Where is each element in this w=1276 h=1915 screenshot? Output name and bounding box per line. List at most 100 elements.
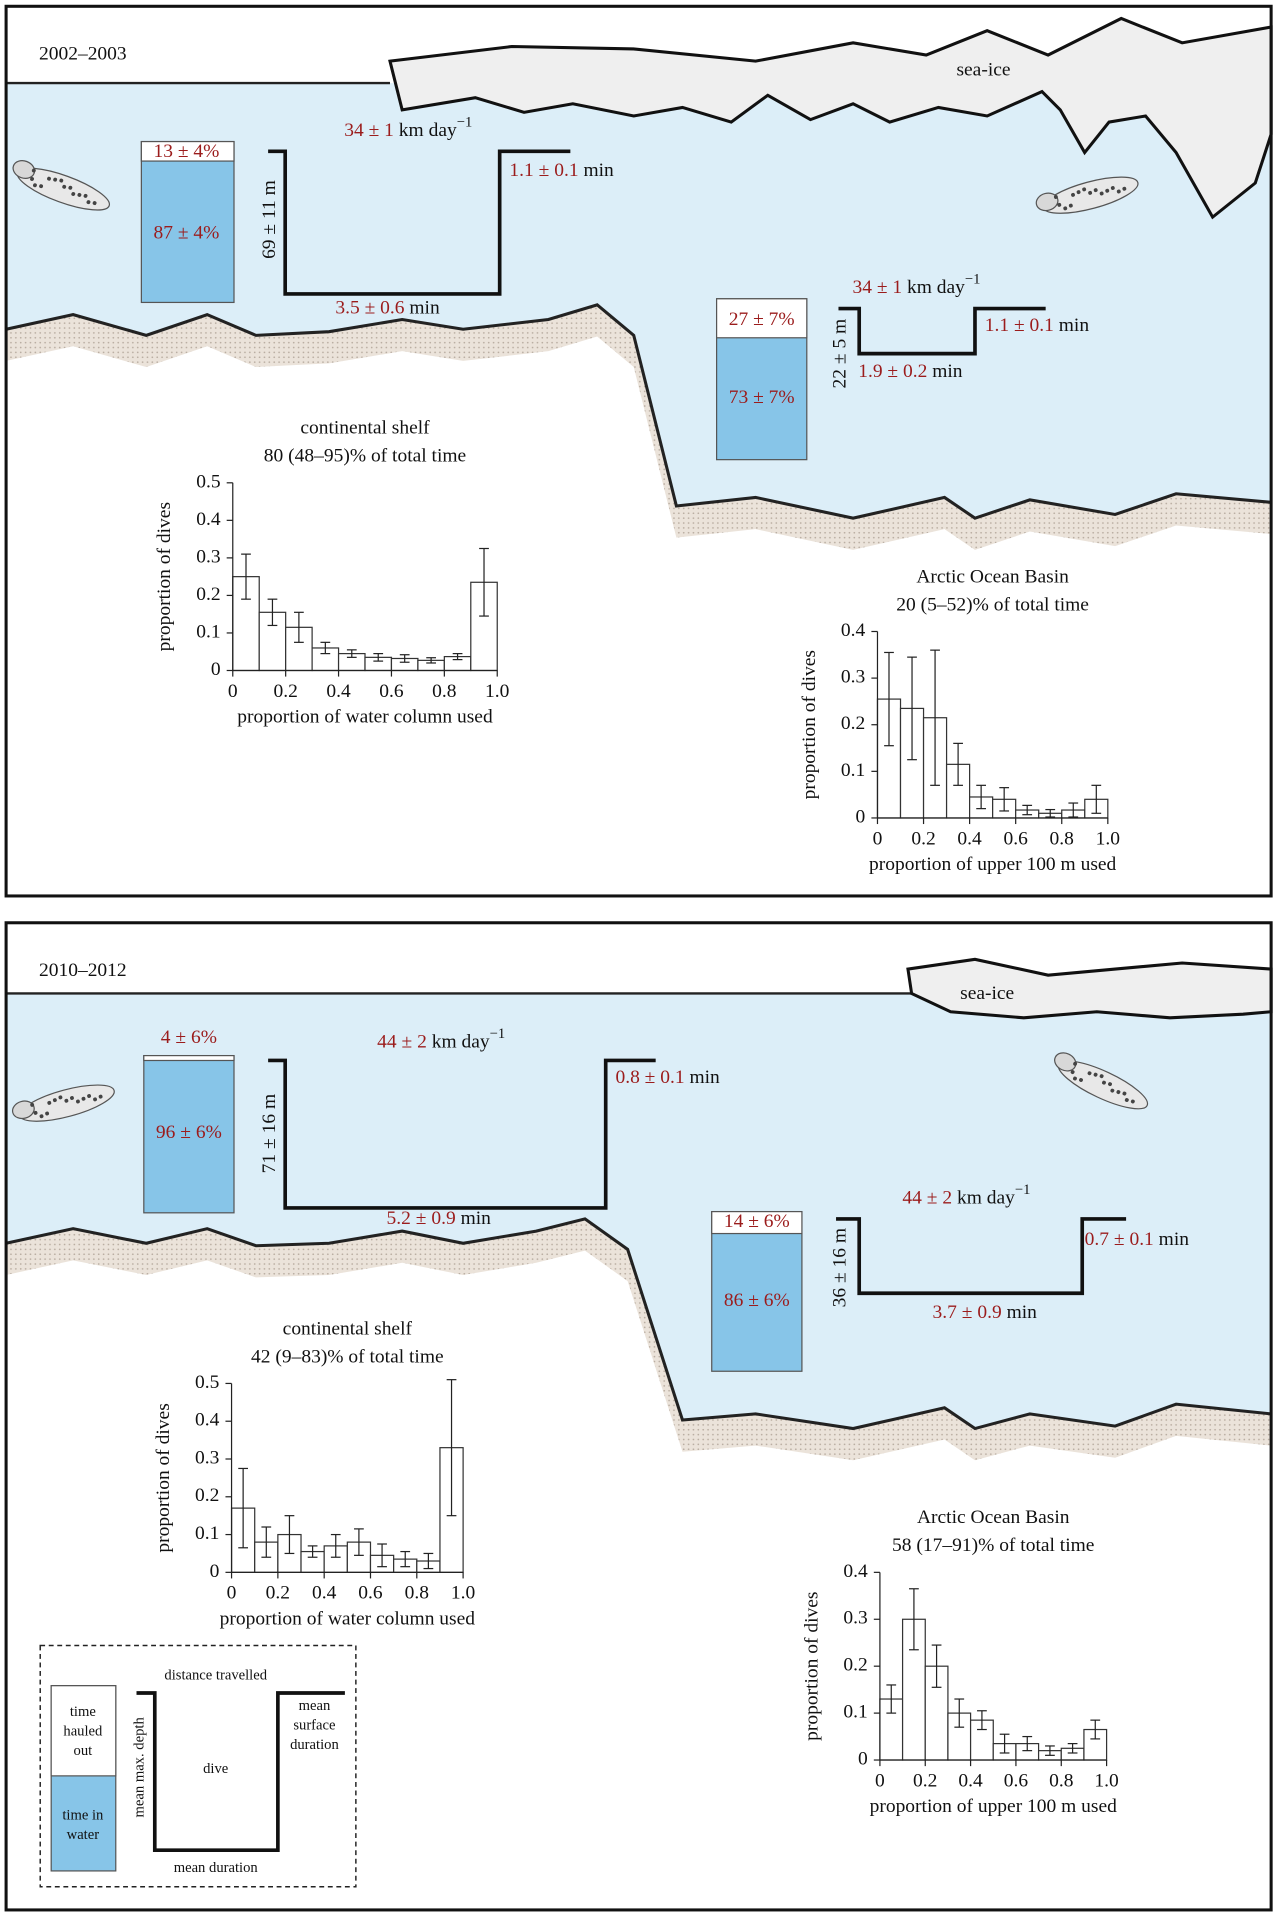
y-tick-label: 0.3 [843,1608,867,1629]
max-depth: 69 ± 11 m [259,180,280,259]
time-in-water: 87 ± 4% [154,223,220,244]
chart-subtitle: 58 (17–91)% of total time [892,1535,1094,1556]
legend-hauled-out: time [70,1704,96,1720]
y-tick-label: 0.2 [195,1485,219,1506]
x-tick-label: 0.8 [432,681,456,702]
time-in-water: 96 ± 6% [156,1122,222,1143]
y-tick-label: 0.3 [196,546,220,567]
legend-surface: duration [290,1737,339,1753]
legend-duration: mean duration [174,1860,259,1876]
y-tick-label: 0 [858,1748,868,1769]
dive-duration-unit: min [932,362,963,383]
distance-exponent: −1 [1015,1182,1031,1198]
dive-duration-value: 1.9 ± 0.2 [858,362,927,383]
y-tick-label: 0.1 [196,621,220,642]
y-tick-label: 0.1 [843,1702,867,1723]
surface-duration: 0.8 ± 0.1min [615,1067,720,1088]
surface-duration-unit: min [689,1067,720,1088]
x-tick-label: 0.8 [405,1583,429,1604]
x-tick-label: 0.2 [273,681,297,702]
time-hauled-out: 13 ± 4% [154,141,220,162]
distance-exponent: −1 [490,1026,506,1042]
y-tick-label: 0.2 [843,1655,867,1676]
y-tick-label: 0.4 [841,620,866,641]
dive-duration-value: 5.2 ± 0.9 [387,1209,456,1230]
legend-hauled-out: hauled [63,1723,103,1739]
x-tick-label: 0.2 [911,828,935,849]
figure: sea-ice2002–200313 ± 4%87 ± 4%69 ± 11 m3… [0,0,1276,1915]
distance-value: 34 ± 1 [852,278,902,299]
surface-duration-unit: min [1059,315,1090,336]
dive-duration: 3.5 ± 0.6min [335,298,440,319]
distance-value: 44 ± 2 [377,1032,427,1053]
distance-value: 44 ± 2 [902,1188,952,1209]
y-tick-label: 0.3 [841,667,865,688]
dive-duration-value: 3.7 ± 0.9 [933,1302,1002,1323]
x-tick-label: 1.0 [451,1583,475,1604]
x-tick-label: 0.2 [913,1770,937,1791]
distance-unit: km day [907,278,965,299]
x-tick-label: 0.6 [379,681,404,702]
legend-dive: dive [203,1761,228,1777]
distance-unit: km day [432,1032,490,1053]
time-hauled-out: 27 ± 7% [729,309,795,330]
distance-unit: km day [957,1188,1015,1209]
distance-value: 34 ± 1 [344,120,394,141]
dive-duration-unit: min [409,298,440,319]
legend-in-water: water [67,1827,100,1843]
chart-title: Arctic Ocean Basin [916,566,1069,587]
y-tick-label: 0.1 [195,1523,219,1544]
x-tick-label: 0.4 [958,1770,983,1791]
x-tick-label: 1.0 [1096,828,1120,849]
x-tick-label: 0.4 [312,1583,337,1604]
y-axis-label: proportion of dives [801,1592,822,1741]
legend-surface: mean [299,1698,331,1714]
surface-duration-value: 1.1 ± 0.1 [985,315,1054,336]
x-tick-label: 0 [873,828,883,849]
time-in-water: 73 ± 7% [729,387,795,408]
legend-in-water: time in [62,1807,104,1823]
legend-depth: mean max. depth [132,1717,148,1818]
max-depth: 22 ± 5 m [829,319,850,389]
time-hauled-out-box [144,1056,234,1061]
x-tick-label: 1.0 [485,681,509,702]
y-tick-label: 0.1 [841,760,865,781]
time-hauled-out: 14 ± 6% [724,1211,790,1232]
x-tick-label: 1.0 [1094,1770,1118,1791]
y-tick-label: 0.4 [196,509,221,530]
y-tick-label: 0.2 [196,584,220,605]
max-depth: 36 ± 16 m [829,1228,850,1307]
y-tick-label: 0 [211,659,221,680]
y-tick-label: 0 [210,1561,220,1582]
x-axis-label: proportion of water column used [237,706,493,727]
x-tick-label: 0.4 [957,828,982,849]
x-tick-label: 0.8 [1049,1770,1073,1791]
chart-title: continental shelf [300,418,430,439]
dive-duration-value: 3.5 ± 0.6 [335,298,404,319]
max-depth: 71 ± 16 m [259,1094,280,1173]
y-axis-label: proportion of dives [799,650,820,799]
chart-subtitle: 42 (9–83)% of total time [251,1346,444,1367]
y-tick-label: 0.3 [195,1447,219,1468]
x-tick-label: 0.4 [326,681,351,702]
y-tick-label: 0.4 [195,1410,220,1431]
surface-duration-unit: min [583,161,614,182]
x-tick-label: 0 [228,681,238,702]
y-tick-label: 0.2 [841,713,865,734]
surface-duration-value: 1.1 ± 0.1 [509,161,578,182]
page: sea-ice2002–200313 ± 4%87 ± 4%69 ± 11 m3… [0,0,1276,1915]
time-hauled-out: 4 ± 6% [161,1027,217,1048]
period-label: 2010–2012 [39,960,127,981]
x-tick-label: 0.8 [1050,828,1074,849]
x-tick-label: 0 [875,1770,885,1791]
surface-duration-value: 0.7 ± 0.1 [1085,1229,1154,1250]
period-label: 2002–2003 [39,44,127,65]
legend-surface: surface [293,1717,335,1733]
time-in-water: 86 ± 6% [724,1290,790,1311]
legend-hauled-out: out [74,1743,93,1759]
y-tick-label: 0.5 [195,1372,219,1393]
x-axis-label: proportion of upper 100 m used [870,1796,1118,1817]
